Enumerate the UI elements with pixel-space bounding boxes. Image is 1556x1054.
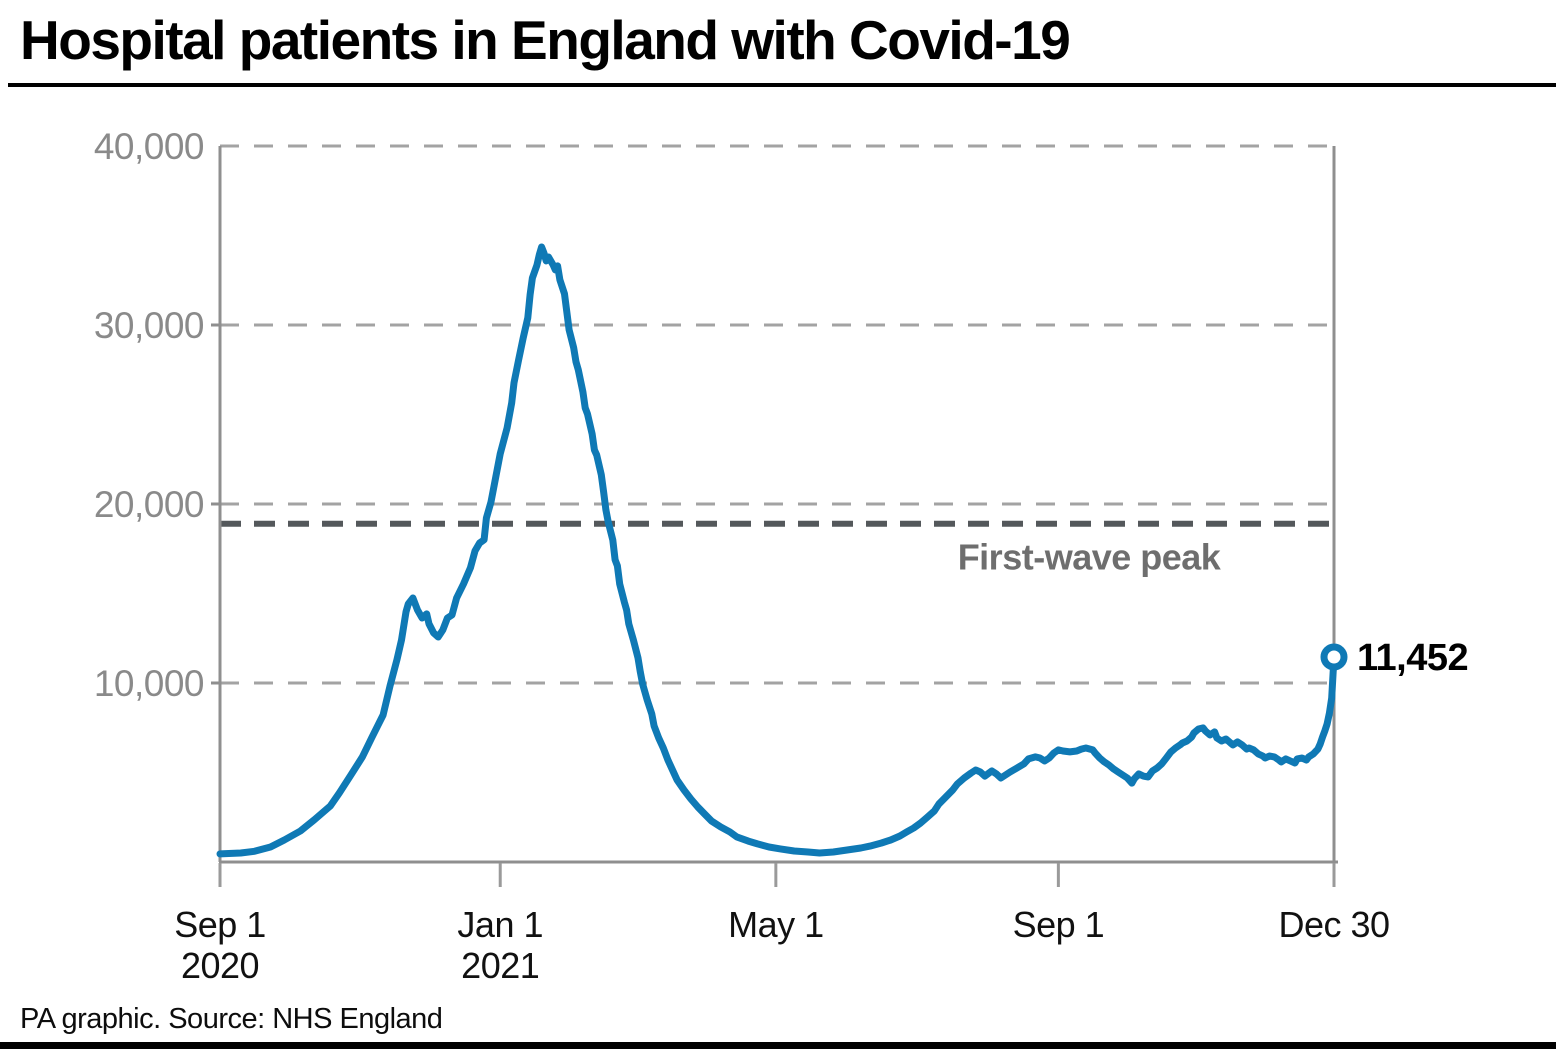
y-axis-label: 40,000: [94, 126, 204, 167]
source-credit: PA graphic. Source: NHS England: [20, 1003, 443, 1035]
y-axis-label: 30,000: [94, 305, 204, 346]
x-axis-label: May 1: [728, 904, 824, 945]
end-point-marker: [1320, 643, 1348, 671]
x-axis-label: Jan 1: [457, 904, 543, 945]
y-axis-label: 20,000: [94, 484, 204, 525]
end-value-label: 11,452: [1357, 637, 1468, 679]
covid-patients-line: [216, 243, 1338, 858]
x-axis-label: Sep 1: [1013, 904, 1105, 945]
x-axis-label: Sep 1: [174, 904, 266, 945]
first-wave-peak-label: First-wave peak: [958, 537, 1222, 578]
page-title: Hospital patients in England with Covid-…: [20, 9, 1071, 71]
bottom-bar: [0, 1042, 1556, 1049]
y-axis-label: 10,000: [94, 663, 204, 704]
x-axis-label: 2021: [461, 945, 539, 986]
x-axis-label: Dec 30: [1278, 904, 1389, 945]
title-rule: [8, 83, 1556, 87]
x-axis-label: 2020: [181, 945, 259, 986]
